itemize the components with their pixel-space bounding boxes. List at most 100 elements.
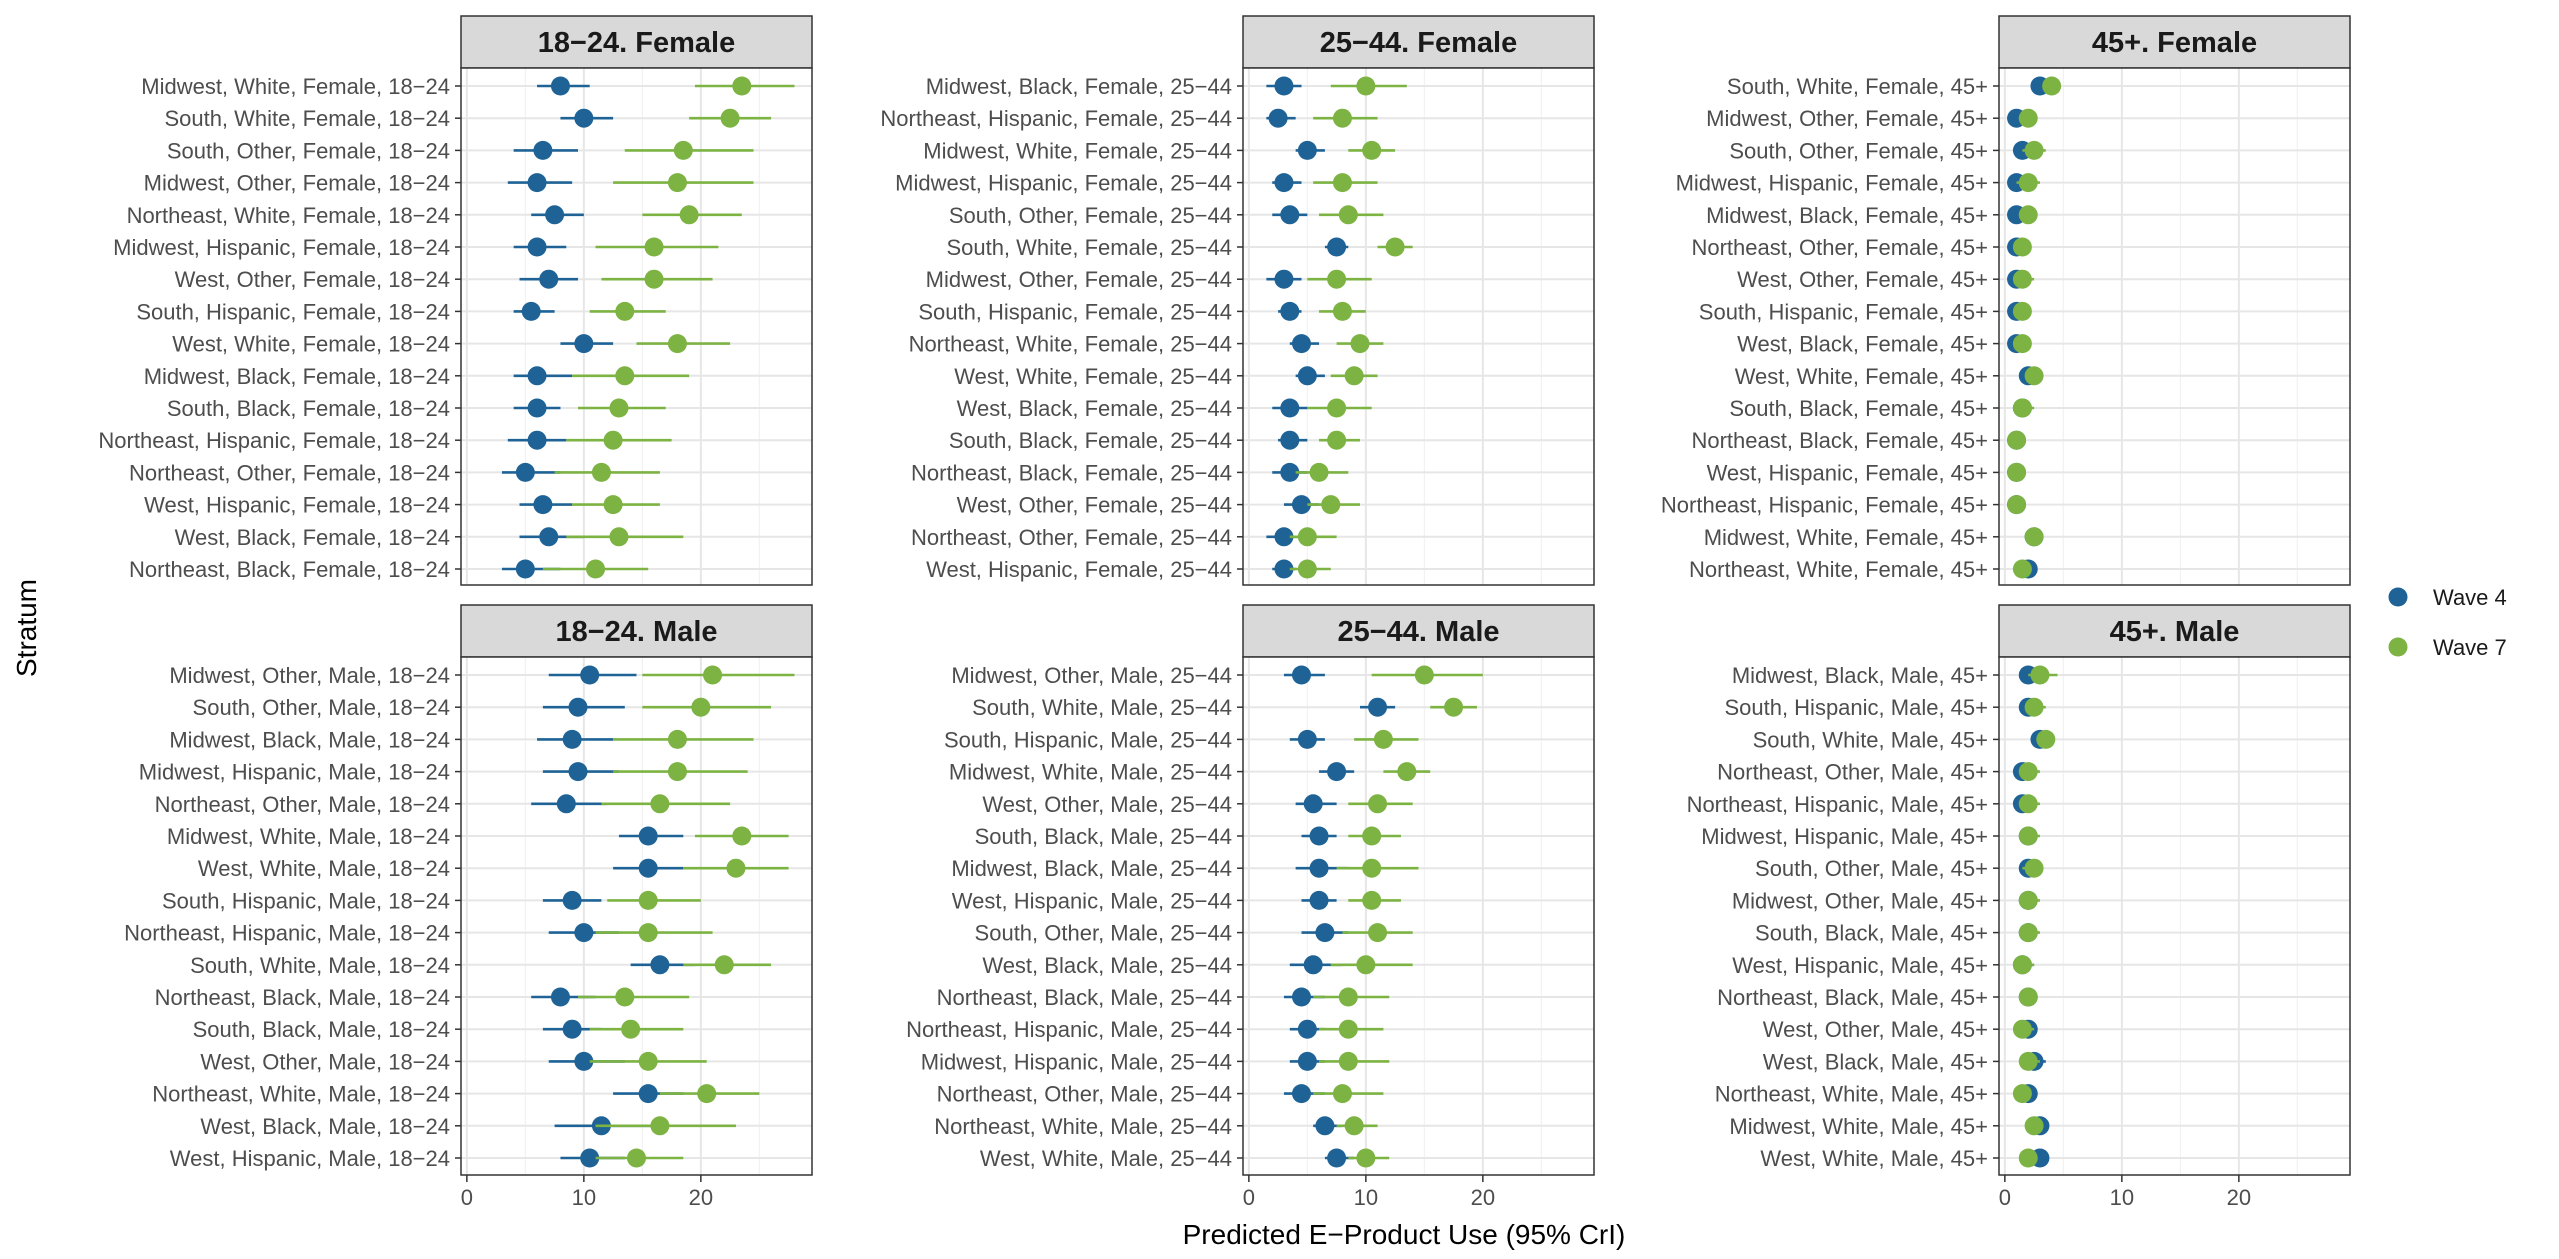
wave7-point [1321, 495, 1341, 515]
wave7-point [2012, 559, 2032, 579]
y-tick-label: Midwest, Hispanic, Male, 45+ [1701, 824, 1988, 849]
stratum-row: South, Black, Female, 18−24 [167, 396, 666, 421]
stratum-row: Northeast, White, Female, 25−44 [909, 332, 1384, 357]
y-tick-label: South, Black, Male, 45+ [1755, 921, 1988, 946]
y-tick-label: South, White, Male, 25−44 [972, 695, 1232, 720]
y-tick-label: Midwest, White, Male, 18−24 [167, 824, 450, 849]
wave4-point [1297, 140, 1317, 160]
panel-strip [1242, 604, 1595, 658]
wave7-point [2012, 334, 2032, 354]
x-tick-label: 10 [572, 1185, 596, 1210]
wave7-point [2018, 923, 2038, 943]
y-tick-label: West, Hispanic, Female, 18−24 [144, 493, 450, 518]
wave7-point [650, 794, 670, 814]
wave4-point [1280, 301, 1300, 321]
wave7-point [2024, 697, 2044, 717]
y-tick-label: Midwest, White, Male, 45+ [1729, 1114, 1988, 1139]
wave4-point [1327, 237, 1347, 257]
y-tick-label: Northeast, Other, Male, 18−24 [155, 792, 450, 817]
stratum-row: West, Hispanic, Male, 18−24 [170, 1146, 684, 1171]
wave7-point [603, 430, 623, 450]
panel-3: 45+. Female South, White, Female, 45+ Midw… [1661, 15, 2351, 586]
stratum-row: Northeast, Black, Female, 18−24 [129, 557, 649, 582]
wave7-point [1362, 140, 1382, 160]
wave7-point [1344, 366, 1364, 386]
stratum-row: South, White, Male, 45+ [1753, 727, 2056, 752]
stratum-row: West, Black, Male, 45+ [1763, 1049, 2046, 1074]
wave4-point [533, 140, 553, 160]
stratum-row: West, Hispanic, Female, 25−44 [926, 557, 1331, 582]
wave7-point [703, 665, 723, 685]
y-tick-label: South, Hispanic, Female, 25−44 [918, 299, 1232, 324]
wave7-point [2030, 665, 2050, 685]
wave4-point [1368, 697, 1388, 717]
wave7-point [615, 301, 635, 321]
wave7-point [1338, 987, 1358, 1007]
stratum-row: Midwest, White, Female, 25−44 [923, 138, 1396, 163]
wave7-point [697, 1084, 717, 1104]
wave4-point [568, 762, 588, 782]
wave7-point [591, 462, 611, 482]
y-tick-label: Midwest, Black, Female, 18−24 [144, 364, 450, 389]
y-tick-label: Midwest, Black, Male, 45+ [1732, 663, 1988, 688]
wave4-point [580, 665, 600, 685]
wave4-point [533, 495, 553, 515]
wave7-point [603, 495, 623, 515]
y-tick-label: Northeast, Other, Female, 18−24 [129, 460, 450, 485]
y-tick-label: West, Black, Male, 25−44 [982, 953, 1232, 978]
wave7-point [732, 76, 752, 96]
stratum-row: West, Other, Female, 45+ [1737, 267, 2035, 292]
legend: Wave 4 Wave 7 [2388, 585, 2507, 660]
panel-background [1999, 657, 2350, 1175]
stratum-row: West, Black, Male, 25−44 [982, 953, 1413, 978]
wave7-point [2012, 1084, 2032, 1104]
wave4-point [1309, 890, 1329, 910]
stratum-row: South, Hispanic, Female, 45+ [1699, 299, 2032, 324]
stratum-row: South, Black, Male, 45+ [1755, 921, 2040, 946]
wave7-point [1362, 858, 1382, 878]
wave7-point [1368, 923, 1388, 943]
wave7-point [638, 1051, 658, 1071]
y-tick-label: West, Other, Female, 45+ [1737, 267, 1988, 292]
y-tick-label: Northeast, Black, Male, 25−44 [937, 985, 1232, 1010]
stratum-row: South, Hispanic, Male, 18−24 [162, 888, 701, 913]
y-tick-label: West, White, Female, 18−24 [172, 332, 450, 357]
y-tick-label: South, White, Female, 45+ [1727, 74, 1988, 99]
stratum-row: Northeast, Hispanic, Female, 25−44 [880, 106, 1378, 131]
stratum-row: Northeast, White, Female, 18−24 [127, 203, 742, 228]
wave7-point [615, 987, 635, 1007]
stratum-row: South, Black, Male, 18−24 [193, 1017, 684, 1042]
stratum-row: West, White, Female, 18−24 [172, 332, 731, 357]
y-tick-label: Midwest, Black, Male, 25−44 [951, 856, 1232, 881]
wave4-point [574, 923, 594, 943]
wave7-point [609, 398, 629, 418]
x-tick-label: 20 [2227, 1185, 2251, 1210]
x-tick-label: 10 [1354, 1185, 1378, 1210]
wave7-point [621, 1019, 641, 1039]
legend-label: Wave 4 [2433, 585, 2507, 610]
stratum-row: Midwest, White, Male, 25−44 [949, 760, 1431, 785]
wave7-point [1362, 890, 1382, 910]
panel-5: 25−44. Male Midwest, Other, Male, 25−44 So… [906, 604, 1595, 1210]
wave7-point [2024, 858, 2044, 878]
wave7-point [732, 826, 752, 846]
wave4-point [638, 858, 658, 878]
wave4-point [1297, 1051, 1317, 1071]
wave4-point [1292, 665, 1311, 685]
stratum-row: Northeast, Black, Male, 45+ [1717, 985, 2038, 1010]
legend-key [2388, 637, 2408, 657]
stratum-row: Northeast, Other, Male, 45+ [1717, 760, 2040, 785]
y-tick-label: West, Hispanic, Male, 45+ [1732, 953, 1988, 978]
stratum-row: South, Hispanic, Male, 45+ [1724, 695, 2046, 720]
wave7-point [2024, 140, 2044, 160]
x-tick-label: 20 [1471, 1185, 1495, 1210]
legend-entry: Wave 4 [2388, 585, 2507, 610]
y-tick-label: West, White, Male, 18−24 [198, 856, 450, 881]
y-tick-label: South, Hispanic, Male, 25−44 [944, 727, 1232, 752]
wave4-point [1309, 826, 1329, 846]
wave7-point [2024, 366, 2044, 386]
y-tick-label: Midwest, Black, Male, 18−24 [169, 727, 450, 752]
stratum-row: Northeast, Black, Male, 25−44 [937, 985, 1390, 1010]
panels-layer: 18−24. Female Midwest, White, Female, 18−… [98, 15, 2351, 1210]
wave7-point [673, 140, 693, 160]
